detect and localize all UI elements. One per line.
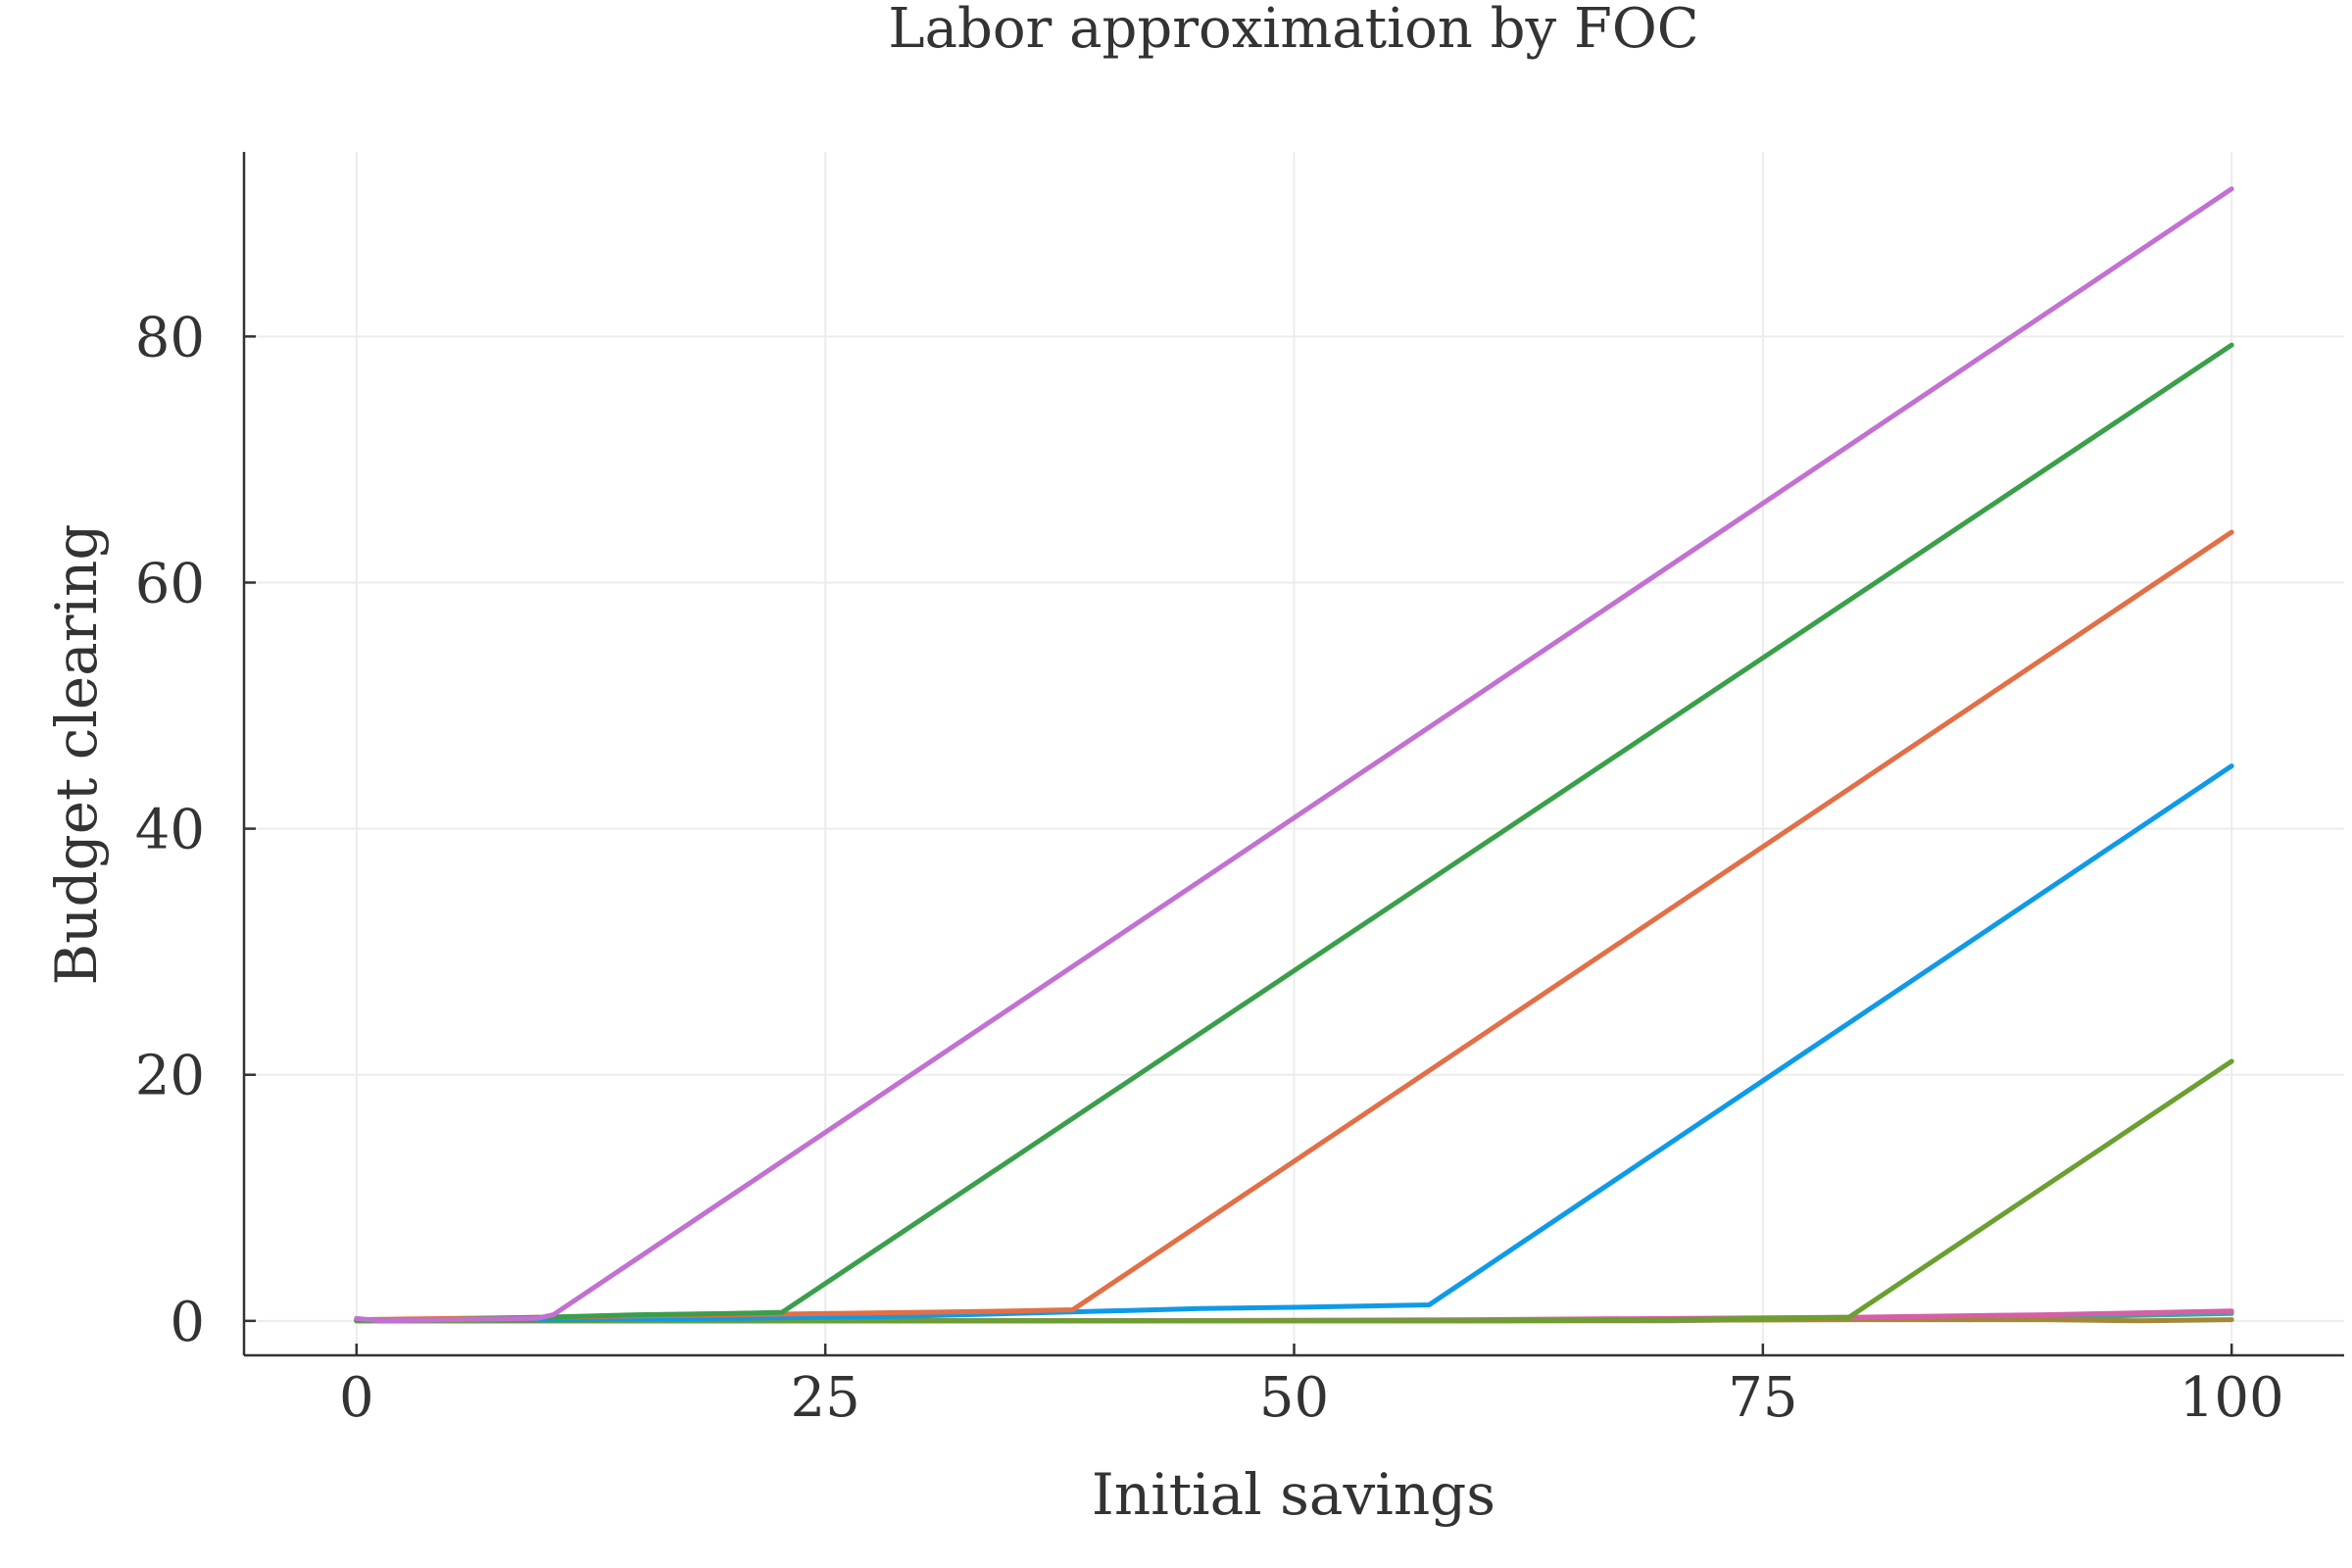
x-tick-label: 0 (339, 1366, 374, 1430)
y-tick-label: 40 (135, 799, 205, 862)
chart-title: Labor approximation by FOC (888, 0, 1698, 61)
y-tick-label: 0 (170, 1291, 205, 1354)
series-line-4 (354, 763, 2234, 1323)
y-axis-label: Budget clearing (43, 524, 110, 986)
y-tick-label: 80 (135, 306, 205, 369)
series-line-1 (354, 186, 2234, 1324)
x-tick-label: 75 (1728, 1366, 1797, 1430)
x-tick-label: 25 (791, 1366, 860, 1430)
y-ticks: 0 20 40 60 80 (135, 306, 256, 1354)
x-axis-label: Initial savings (1092, 1461, 1495, 1528)
x-tick-label: 50 (1259, 1366, 1329, 1430)
x-tick-label: 100 (2180, 1366, 2284, 1430)
y-tick-label: 20 (135, 1045, 205, 1108)
series-layer (354, 186, 2234, 1324)
y-tick-label: 60 (135, 552, 205, 615)
series-line-5 (354, 1058, 2234, 1324)
x-ticks: 0 25 50 75 100 (339, 1344, 2284, 1430)
